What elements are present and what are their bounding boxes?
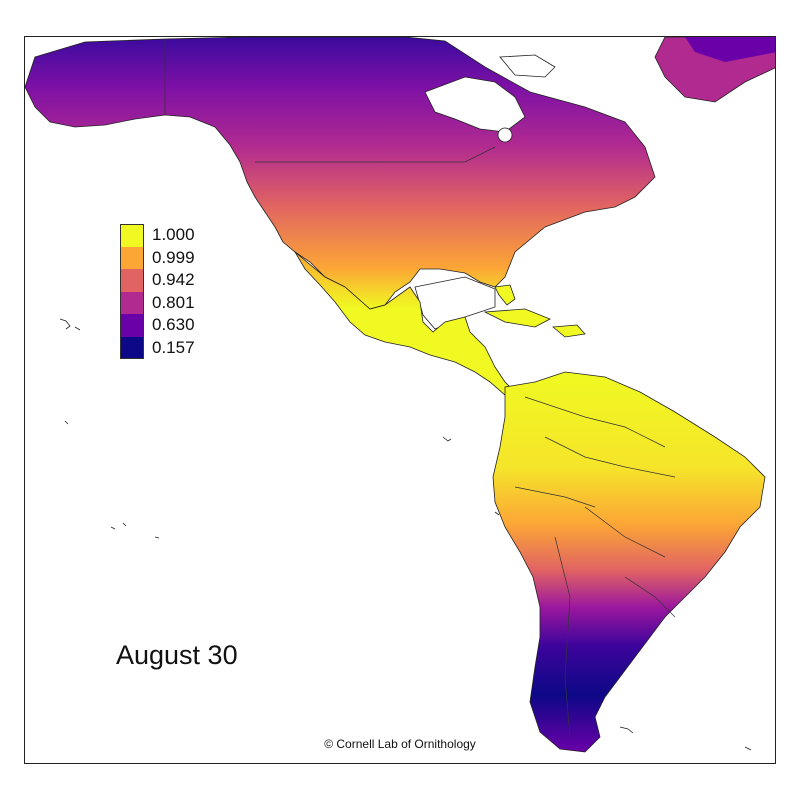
mexico-central-america bbox=[294, 251, 516, 396]
legend-swatch bbox=[120, 291, 144, 314]
legend-swatch bbox=[120, 224, 144, 247]
legend-label: 0.801 bbox=[152, 292, 195, 312]
legend-item: 0.942 bbox=[120, 269, 195, 292]
hispaniola bbox=[551, 324, 586, 338]
legend-item: 0.999 bbox=[120, 246, 195, 269]
legend-label: 0.157 bbox=[152, 337, 195, 357]
hudson-bay bbox=[424, 76, 526, 133]
cuba bbox=[483, 308, 551, 328]
legend-swatch bbox=[120, 314, 144, 337]
florida bbox=[494, 284, 516, 306]
legend-swatch bbox=[120, 246, 144, 269]
legend-label: 0.630 bbox=[152, 315, 195, 335]
legend: 1.000 0.999 0.942 0.801 0.630 0.157 bbox=[120, 224, 195, 359]
south-america-region bbox=[492, 371, 766, 753]
great-lake bbox=[497, 127, 513, 143]
legend-label: 0.999 bbox=[152, 247, 195, 267]
legend-swatch bbox=[120, 336, 144, 359]
arctic-water bbox=[499, 54, 556, 78]
legend-label: 1.000 bbox=[152, 225, 195, 245]
abundance-map bbox=[25, 37, 775, 753]
legend-swatch bbox=[120, 269, 144, 292]
legend-item: 0.801 bbox=[120, 291, 195, 314]
legend-item: 0.157 bbox=[120, 336, 195, 359]
legend-item: 0.630 bbox=[120, 314, 195, 337]
map-frame bbox=[24, 36, 776, 764]
credit-text: © Cornell Lab of Ornithology bbox=[324, 737, 476, 751]
legend-item: 1.000 bbox=[120, 224, 195, 247]
gulf-of-mexico bbox=[414, 276, 496, 330]
legend-label: 0.942 bbox=[152, 270, 195, 290]
date-label: August 30 bbox=[116, 640, 238, 670]
greenland-north bbox=[685, 37, 775, 62]
country-borders bbox=[164, 39, 676, 738]
pacific-islands bbox=[59, 318, 752, 751]
